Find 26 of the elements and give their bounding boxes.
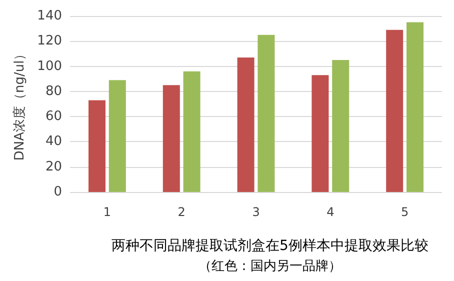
bar <box>108 80 126 192</box>
bar <box>183 71 200 192</box>
x-tick-label: 4 <box>326 205 334 219</box>
y-tick-label: 60 <box>45 109 62 124</box>
y-tick-label: 40 <box>45 134 62 150</box>
bar <box>237 57 254 192</box>
x-tick-label: 5 <box>400 205 409 219</box>
y-tick-label: 20 <box>45 159 62 174</box>
bar <box>406 22 424 192</box>
text: 两种不同品牌提取试剂盒在5例样本中提取效果比较 <box>112 238 428 254</box>
y-tick-label: 80 <box>45 84 62 99</box>
y-tick-label: 100 <box>37 58 62 74</box>
bar <box>386 30 404 192</box>
bar <box>88 100 106 192</box>
x-tick-label: 3 <box>252 205 260 219</box>
bar <box>258 34 275 192</box>
x-tick-label: 2 <box>178 205 186 219</box>
y-tick-label: 120 <box>37 34 62 49</box>
y-tick-label: 140 <box>37 8 62 24</box>
y-axis-title: DNA浓度（ng/ul） <box>11 47 28 161</box>
text: （红色：国内另一品牌） <box>198 259 342 274</box>
bar <box>332 60 350 192</box>
bar <box>312 75 329 192</box>
x-tick-label: 1 <box>103 205 112 219</box>
y-tick-label: 0 <box>54 184 62 200</box>
bar <box>162 85 180 192</box>
